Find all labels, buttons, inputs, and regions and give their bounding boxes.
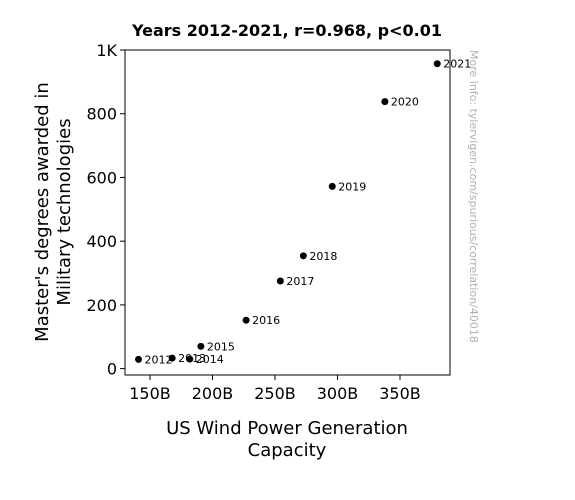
data-point-2013 [168,354,176,362]
y-tick-label: 0 [107,360,117,379]
data-point-label-2014: 2014 [196,353,224,366]
data-point-2018 [299,252,307,260]
data-point-label-2017: 2017 [286,275,314,288]
data-points: 2012201320142015201620172018201920202021 [135,58,471,366]
x-tick-label: 350B [379,384,421,403]
x-tick-label: 250B [254,384,296,403]
data-point-label-2015: 2015 [207,340,235,353]
y-tick-label: 600 [86,168,117,187]
y-axis-label-line-1: Master's degrees awarded in [32,82,53,342]
data-point-2020 [381,98,389,106]
y-tick-label: 800 [86,105,117,124]
x-axis-label-line-1: US Wind Power Generation [166,418,408,439]
x-axis: 150B 200B 250B 300B 350B [129,375,421,403]
x-axis-label-line-2: Capacity [248,440,327,461]
data-point-2012 [135,355,142,363]
data-point-2021 [433,60,441,68]
data-point-label-2016: 2016 [252,314,280,327]
data-point-2015 [197,342,205,350]
y-axis: 0 200 400 600 800 1K [86,41,125,379]
data-point-2017 [276,277,284,285]
data-point-label-2018: 2018 [309,250,337,263]
x-tick-label: 300B [317,384,359,403]
data-point-label-2020: 2020 [391,96,419,109]
y-tick-label: 200 [86,296,117,315]
y-tick-label: 400 [86,232,117,251]
data-point-label-2021: 2021 [443,58,471,71]
watermark-text: More info: tylervigen.com/spurious/corre… [467,50,480,343]
data-point-label-2012: 2012 [145,353,173,366]
y-axis-label-line-2: Military technologies [54,118,75,305]
x-tick-label: 150B [129,384,171,403]
chart-title: Years 2012-2021, r=0.968, p<0.01 [131,21,442,40]
plot-area [124,49,451,376]
x-tick-label: 200B [192,384,234,403]
data-point-2019 [328,182,336,190]
data-point-2016 [242,316,250,324]
data-point-label-2019: 2019 [338,180,366,193]
data-point-2014 [186,355,194,363]
y-tick-label: 1K [96,41,117,60]
